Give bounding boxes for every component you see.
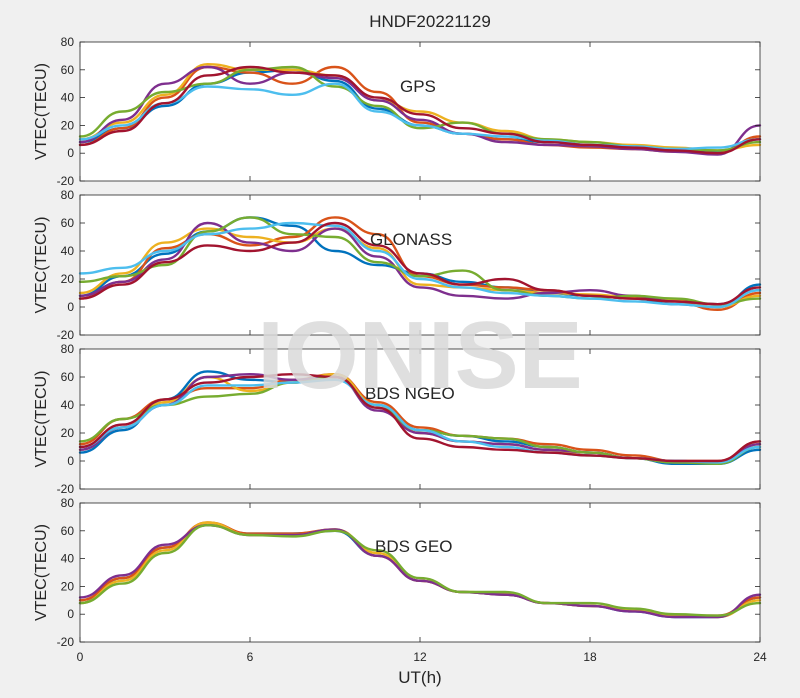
series-line-6 — [78, 82, 762, 151]
y-tick-label: -20 — [57, 174, 75, 188]
plot-area — [80, 503, 760, 642]
y-axis-label: VTEC(TECU) — [33, 371, 50, 468]
panel-label: BDS NGEO — [365, 384, 455, 403]
plot-area — [80, 195, 760, 335]
y-tick-label: 20 — [61, 118, 75, 132]
y-tick-label: 0 — [67, 607, 74, 621]
y-tick-label: 80 — [61, 35, 75, 49]
y-tick-label: 60 — [61, 370, 75, 384]
y-tick-label: 60 — [61, 216, 75, 230]
series-line-5 — [78, 216, 762, 306]
series-line-7 — [78, 65, 762, 155]
y-tick-label: 60 — [61, 524, 75, 538]
y-tick-label: -20 — [57, 635, 75, 649]
y-tick-label: 0 — [67, 454, 74, 468]
x-tick-label: 0 — [77, 650, 84, 664]
plot-area — [80, 349, 760, 489]
y-tick-label: 0 — [67, 146, 74, 160]
y-tick-label: 20 — [61, 426, 75, 440]
x-tick-label: 18 — [583, 650, 597, 664]
y-tick-label: 60 — [61, 63, 75, 77]
watermark: IONISE — [257, 302, 582, 409]
y-tick-label: 20 — [61, 579, 75, 593]
series-line-5 — [78, 524, 762, 617]
y-tick-label: 40 — [61, 552, 75, 566]
figure-title: HNDF20221129 — [369, 12, 491, 31]
x-axis-label: UT(h) — [398, 668, 441, 687]
y-tick-label: 40 — [61, 244, 75, 258]
y-tick-label: 40 — [61, 91, 75, 105]
panel-2: -20 0 20 40 60 80 VTEC(TECU) GLONASS — [33, 188, 762, 342]
series-line-7 — [78, 373, 762, 463]
x-tick-label: 24 — [753, 650, 767, 664]
y-tick-label: -20 — [57, 328, 75, 342]
y-tick-label: 80 — [61, 496, 75, 510]
y-tick-label: 80 — [61, 342, 75, 356]
x-tick-label: 12 — [413, 650, 427, 664]
y-tick-label: 20 — [61, 272, 75, 286]
panel-3: -20 0 20 40 60 80 VTEC(TECU) BDS NGEO — [33, 342, 762, 496]
y-tick-label: 0 — [67, 300, 74, 314]
series-line-4 — [78, 524, 762, 619]
series-line-6 — [78, 221, 762, 309]
y-tick-label: 40 — [61, 398, 75, 412]
y-tick-label: -20 — [57, 482, 75, 496]
y-tick-label: 80 — [61, 188, 75, 202]
panel-label: GPS — [400, 77, 436, 96]
panel-label: GLONASS — [370, 230, 452, 249]
y-axis-label: VTEC(TECU) — [33, 63, 50, 160]
panel-1: -20 0 20 40 60 80 VTEC(TECU) GPS — [33, 35, 762, 188]
y-axis-label: VTEC(TECU) — [33, 524, 50, 621]
series-line-7 — [78, 221, 762, 306]
y-axis-label: VTEC(TECU) — [33, 217, 50, 314]
series-line-3 — [78, 63, 762, 152]
x-tick-label: 6 — [247, 650, 254, 664]
series-line-4 — [78, 65, 762, 156]
panel-label: BDS GEO — [375, 537, 452, 556]
